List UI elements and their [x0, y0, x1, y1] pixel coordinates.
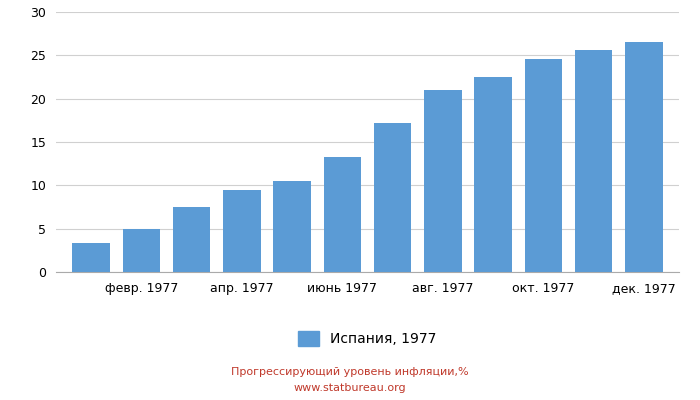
Bar [625, 42, 663, 272]
Bar [173, 207, 211, 272]
Bar [122, 229, 160, 272]
Bar [424, 90, 462, 272]
Bar [273, 181, 311, 272]
Bar [475, 77, 512, 272]
Bar [323, 157, 361, 272]
Bar [374, 123, 412, 272]
Text: Прогрессирующий уровень инфляции,%
www.statbureau.org: Прогрессирующий уровень инфляции,% www.s… [231, 367, 469, 393]
Bar [524, 59, 562, 272]
Bar [223, 190, 260, 272]
Bar [72, 242, 110, 272]
Bar [575, 50, 612, 272]
Legend: Испания, 1977: Испания, 1977 [293, 326, 442, 352]
